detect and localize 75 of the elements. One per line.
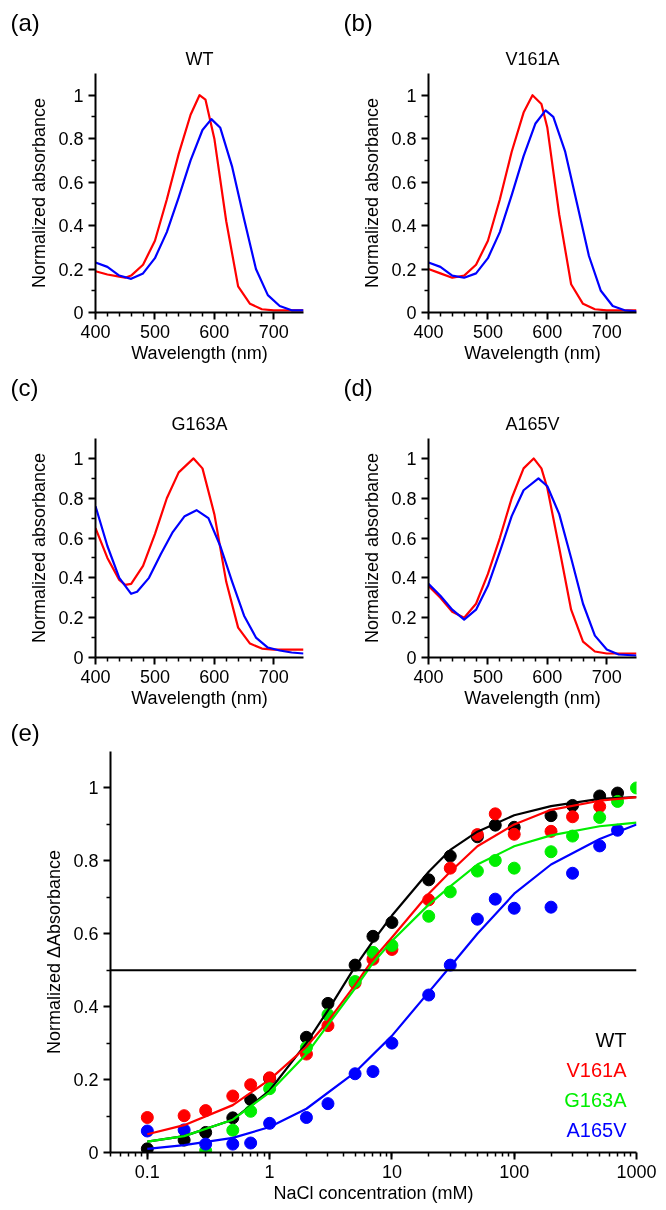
text: G163A	[564, 1088, 628, 1111]
y-axis-title: Normalized absorbance	[29, 452, 50, 644]
chart-title: A165V	[505, 413, 560, 434]
y-tick-label: 0	[406, 648, 417, 668]
y-tick-label: 0.4	[391, 568, 417, 589]
y-tick-label: 0.4	[73, 997, 99, 1018]
y-tick-label: 0	[73, 648, 84, 668]
y-tick-label: 1	[406, 85, 417, 106]
x-tick-label: 500	[139, 666, 170, 687]
x-tick-label: 100	[499, 1161, 530, 1182]
x-tick-label: 700	[258, 321, 289, 342]
x-tick-label: 600	[199, 666, 230, 687]
y-tick-label: 0.4	[58, 216, 84, 237]
y-tick-label: 1	[406, 448, 417, 469]
chart-title: WT	[185, 48, 214, 69]
y-tick-label: 0.8	[391, 488, 417, 509]
y-tick-label: 0.6	[73, 924, 99, 945]
x-axis-title: Wavelength (nm)	[464, 342, 601, 363]
x-tick-label: 700	[591, 321, 622, 342]
y-tick-label: 1	[73, 448, 84, 469]
y-tick-label: 0.6	[391, 528, 417, 549]
y-tick-label: 0.6	[58, 172, 84, 193]
y-tick-label: 0	[406, 303, 417, 323]
y-tick-label: 0.4	[391, 216, 417, 237]
y-axis-title: Normalized ΔAbsorbance	[44, 849, 65, 1055]
x-tick-label: 700	[258, 666, 289, 687]
y-tick-label: 0.6	[58, 528, 84, 549]
text: (a)	[10, 8, 40, 36]
y-tick-label: 1	[88, 778, 99, 799]
x-tick-label: 400	[413, 666, 444, 687]
x-tick-label: 600	[532, 321, 563, 342]
x-tick-label: 400	[413, 321, 444, 342]
y-axis-title: Normalized absorbance	[362, 97, 383, 289]
x-tick-label: 1000	[616, 1161, 657, 1182]
x-tick-label: 500	[472, 321, 503, 342]
y-axis-title: Normalized absorbance	[29, 97, 50, 289]
x-axis-title: Wavelength (nm)	[131, 342, 268, 363]
x-tick-label: 600	[199, 321, 230, 342]
y-tick-label: 0	[88, 1143, 99, 1163]
text: A165V	[566, 1118, 628, 1141]
y-tick-label: 0.2	[391, 259, 417, 280]
line-series	[95, 457, 304, 651]
y-tick-label: 0.4	[58, 568, 84, 589]
x-tick-label: 400	[80, 666, 111, 687]
x-tick-label: 600	[532, 666, 563, 687]
y-tick-label: 0.2	[391, 608, 417, 629]
y-tick-label: 0.8	[391, 129, 417, 150]
y-tick-label: 0.2	[58, 608, 84, 629]
x-tick-label: 400	[80, 321, 111, 342]
text: (d)	[343, 373, 373, 401]
x-tick-label: 1	[264, 1161, 275, 1182]
text: (e)	[10, 718, 40, 746]
x-tick-label: 500	[139, 321, 170, 342]
chart-title: G163A	[171, 413, 228, 434]
chart-title: V161A	[505, 48, 560, 69]
x-axis-title: Wavelength (nm)	[464, 687, 601, 708]
y-tick-label: 1	[73, 85, 84, 106]
text: V161A	[566, 1058, 628, 1081]
text: WT	[595, 1028, 627, 1051]
y-tick-label: 0.6	[391, 172, 417, 193]
y-tick-label: 0	[73, 303, 84, 323]
x-axis-title: Wavelength (nm)	[131, 687, 268, 708]
y-tick-label: 0.2	[58, 259, 84, 280]
x-tick-label: 10	[381, 1161, 402, 1182]
y-tick-label: 0.2	[73, 1070, 99, 1091]
text: (c)	[10, 373, 39, 401]
x-tick-label: 700	[591, 666, 622, 687]
x-tick-label: 500	[472, 666, 503, 687]
y-tick-label: 0.8	[73, 851, 99, 872]
y-tick-label: 0.8	[58, 488, 84, 509]
x-tick-label: 0.1	[134, 1161, 160, 1182]
y-tick-label: 0.8	[58, 129, 84, 150]
y-axis-title: Normalized absorbance	[362, 452, 383, 644]
text: (b)	[343, 8, 373, 36]
x-axis-title: NaCl concentration (mM)	[273, 1182, 474, 1203]
